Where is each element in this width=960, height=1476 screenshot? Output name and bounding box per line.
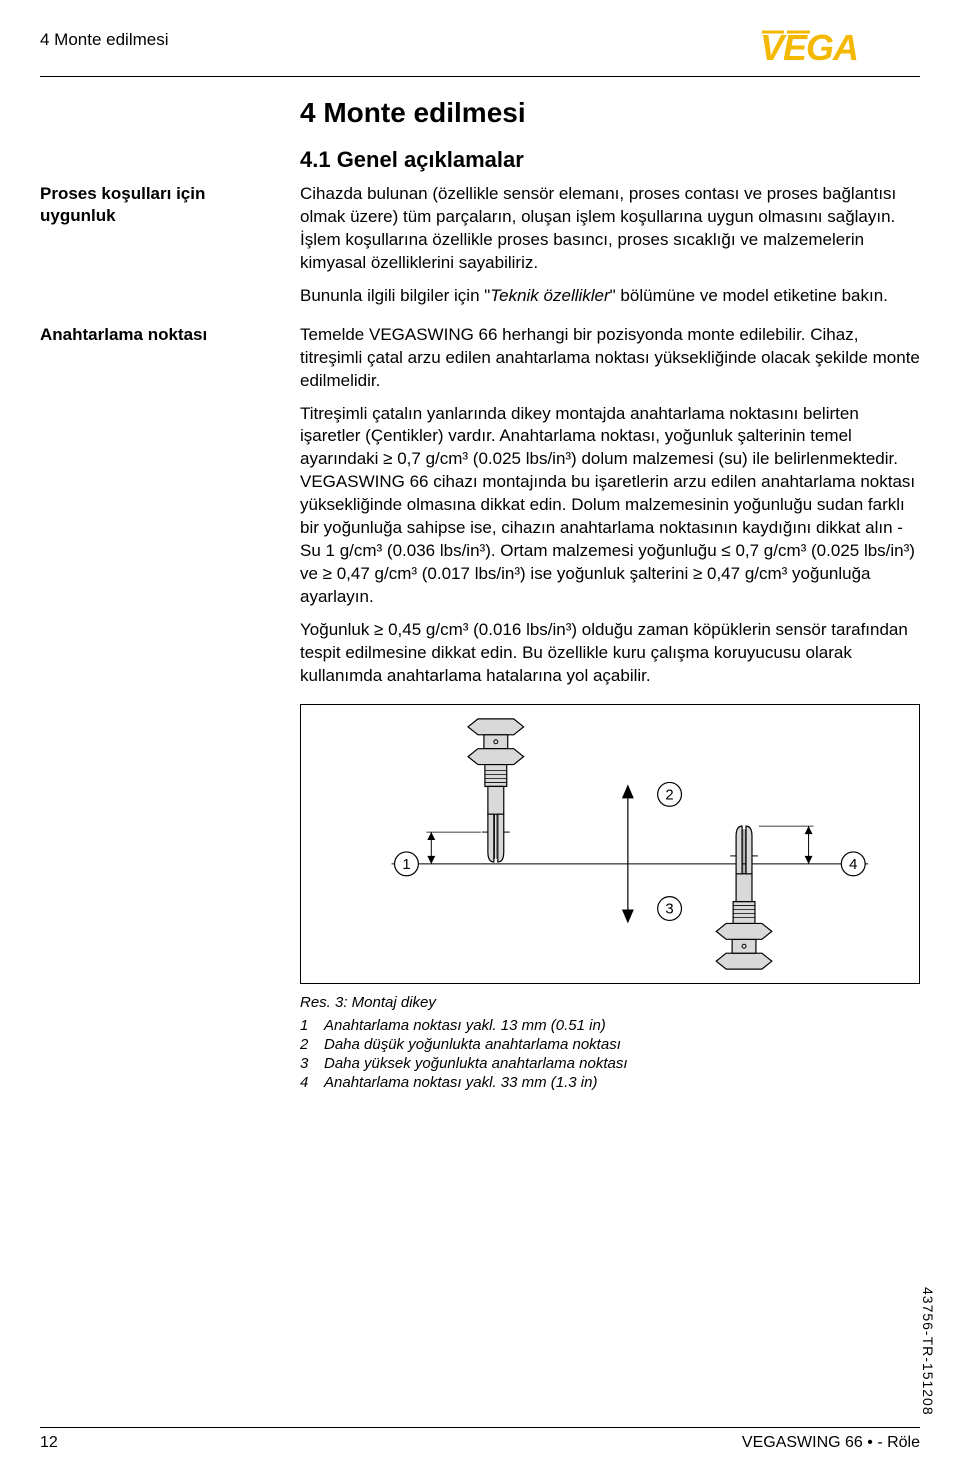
body-paragraph: Bununla ilgili bilgiler için "Teknik öze… — [300, 285, 920, 308]
body-paragraph: Temelde VEGASWING 66 herhangi bir pozisy… — [300, 324, 920, 393]
legend-item: 3Daha yüksek yoğunlukta anahtarlama nokt… — [300, 1055, 920, 1072]
callout-4: 4 — [849, 857, 857, 873]
body-paragraph: Yoğunluk ≥ 0,45 g/cm³ (0.016 lbs/in³) ol… — [300, 619, 920, 688]
legend-item: 2Daha düşük yoğunlukta anahtarlama nokta… — [300, 1036, 920, 1053]
body-paragraph: Titreşimli çatalın yanlarında dikey mont… — [300, 403, 920, 609]
figure-legend: 1Anahtarlama noktası yakl. 13 mm (0.51 i… — [300, 1017, 920, 1091]
brand-logo: VEGA — [760, 30, 920, 68]
margin-label-conditions: Proses koşulları için uygunluk — [40, 183, 300, 308]
page-number: 12 — [40, 1434, 58, 1452]
brand-logo-text: VEGA — [760, 30, 920, 68]
footer-doc-title: VEGASWING 66 • - Röle — [742, 1434, 920, 1452]
legend-item: 1Anahtarlama noktası yakl. 13 mm (0.51 i… — [300, 1017, 920, 1034]
body-paragraph: Cihazda bulunan (özellikle sensör eleman… — [300, 183, 920, 275]
header-breadcrumb: 4 Monte edilmesi — [40, 30, 169, 50]
footer-divider — [40, 1427, 920, 1428]
legend-item: 4Anahtarlama noktası yakl. 33 mm (1.3 in… — [300, 1074, 920, 1091]
callout-2: 2 — [665, 787, 673, 803]
svg-text:VEGA: VEGA — [760, 30, 858, 68]
callout-1: 1 — [402, 857, 410, 873]
figure-caption-title: Res. 3: Montaj dikey — [300, 994, 920, 1011]
section-title: 4 Monte edilmesi — [300, 97, 920, 129]
margin-label-switchpoint: Anahtarlama noktası — [40, 324, 300, 688]
figure-vertical-mount: 1 2 3 — [300, 704, 920, 984]
figure-svg: 1 2 3 — [301, 705, 919, 983]
document-code: 43756-TR-151208 — [920, 1287, 936, 1416]
subsection-title: 4.1 Genel açıklamalar — [300, 147, 920, 173]
callout-3: 3 — [665, 901, 673, 917]
